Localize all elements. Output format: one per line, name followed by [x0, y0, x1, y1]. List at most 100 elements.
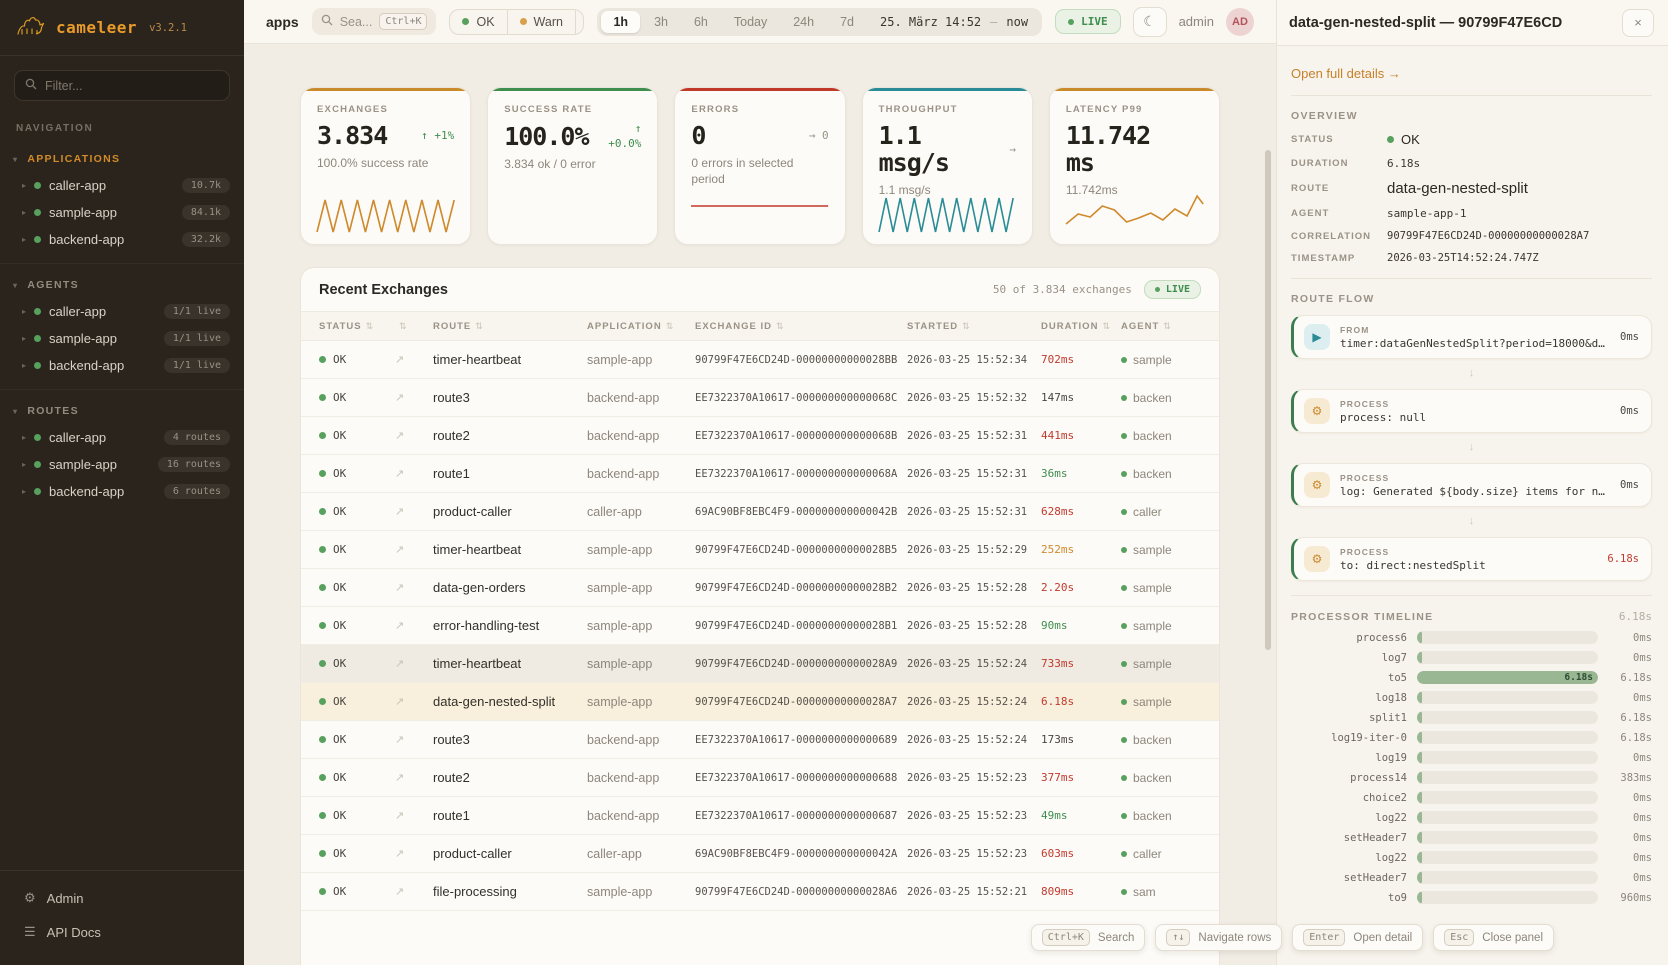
table-row[interactable]: OK ↗ product-caller caller-app 69AC90BF8… [301, 835, 1219, 873]
timeline-track [1417, 691, 1598, 704]
flow-step-kind: FROM [1340, 324, 1370, 335]
flow-step-card[interactable]: ⚙ PROCESS log: Generated ${body.size} it… [1291, 463, 1652, 507]
open-full-details-link[interactable]: Open full details → [1291, 66, 1401, 81]
timeline-track [1417, 751, 1598, 764]
status-filter-button[interactable]: E [576, 10, 584, 34]
time-range-button[interactable]: Today [733, 14, 768, 29]
table-row[interactable]: OK ↗ route1 backend-app EE7322370A10617-… [301, 455, 1219, 493]
duration-cell: 90ms [1041, 619, 1068, 632]
col-status[interactable]: STATUS ⇅ [319, 320, 375, 332]
sidebar-item-application[interactable]: ▸ backend-app 32.2k [0, 226, 244, 253]
time-range-button[interactable]: 6h [693, 14, 708, 29]
sidebar-item-admin[interactable]: ⚙ Admin [0, 881, 244, 915]
sort-icon: ⇅ [365, 320, 375, 331]
section-header-routes[interactable]: ▾ ROUTES [0, 398, 244, 424]
table-row[interactable]: OK ↗ route3 backend-app EE7322370A10617-… [301, 721, 1219, 759]
open-link-icon[interactable]: ↗ [395, 734, 405, 746]
sidebar-item-application[interactable]: ▸ sample-app 84.1k [0, 199, 244, 226]
agent-dot [1121, 470, 1127, 477]
nav-section-routes: ▾ ROUTES ▸ caller-app 4 routes ▸ sample-… [0, 390, 244, 515]
sidebar-item-agent[interactable]: ▸ backend-app 1/1 live [0, 352, 244, 379]
agent-cell: backen [1121, 733, 1201, 747]
col-exchange-id[interactable]: EXCHANGE ID ⇅ [695, 320, 785, 332]
gear-icon: ⚙ [24, 890, 36, 905]
section-header-applications[interactable]: ▾ APPLICATIONS [0, 146, 244, 172]
route-cell: timer-heartbeat [433, 542, 522, 557]
col-route[interactable]: ROUTE ⇅ [433, 320, 484, 332]
status-cell: OK [319, 619, 389, 632]
ok-dot [319, 736, 326, 743]
open-link-icon[interactable]: ↗ [395, 620, 405, 632]
open-link-icon[interactable]: ↗ [395, 848, 405, 860]
section-header-agents[interactable]: ▾ AGENTS [0, 272, 244, 298]
sidebar-item-route[interactable]: ▸ caller-app 4 routes [0, 424, 244, 451]
agent-dot [1121, 850, 1127, 857]
table-row[interactable]: OK ↗ timer-heartbeat sample-app 90799F47… [301, 531, 1219, 569]
agent-cell: backen [1121, 429, 1201, 443]
open-link-icon[interactable]: ↗ [395, 506, 405, 518]
application-cell: backend-app [587, 732, 660, 747]
sidebar-item-agent[interactable]: ▸ sample-app 1/1 live [0, 325, 244, 352]
col-agent[interactable]: AGENT ⇅ [1121, 320, 1172, 332]
table-row[interactable]: OK ↗ data-gen-orders sample-app 90799F47… [301, 569, 1219, 607]
col-duration[interactable]: DURATION ⇅ [1041, 320, 1111, 332]
col-application[interactable]: APPLICATION ⇅ [587, 320, 675, 332]
sidebar-filter-input[interactable]: Filter... [14, 70, 230, 101]
table-row[interactable]: OK ↗ timer-heartbeat sample-app 90799F47… [301, 645, 1219, 683]
table-row[interactable]: OK ↗ route1 backend-app EE7322370A10617-… [301, 797, 1219, 835]
time-range-button[interactable]: 7d [840, 14, 854, 29]
open-link-icon[interactable]: ↗ [395, 468, 405, 480]
open-link-icon[interactable]: ↗ [395, 886, 405, 898]
live-toggle[interactable]: LIVE [1055, 9, 1121, 34]
live-label: LIVE [1165, 284, 1190, 295]
open-link-icon[interactable]: ↗ [395, 354, 405, 366]
time-range-button[interactable]: 3h [654, 14, 668, 29]
open-link-icon[interactable]: ↗ [395, 696, 405, 708]
table-row[interactable]: OK ↗ file-processing sample-app 90799F47… [301, 873, 1219, 911]
chevron-right-icon: ▸ [22, 334, 27, 343]
sidebar-item-api-docs[interactable]: ☰ API Docs [0, 915, 244, 949]
table-row[interactable]: OK ↗ route3 backend-app EE7322370A10617-… [301, 379, 1219, 417]
status-cell: OK [319, 429, 389, 442]
table-row[interactable]: OK ↗ route2 backend-app EE7322370A10617-… [301, 417, 1219, 455]
sidebar-item-agent[interactable]: ▸ caller-app 1/1 live [0, 298, 244, 325]
avatar[interactable]: AD [1226, 7, 1254, 36]
table-row[interactable]: OK ↗ product-caller caller-app 69AC90BF8… [301, 493, 1219, 531]
flow-step-card[interactable]: ▶ FROM timer:dataGenNestedSplit?period=1… [1291, 315, 1652, 359]
sidebar-item-route[interactable]: ▸ backend-app 6 routes [0, 478, 244, 505]
section-label: AGENTS [27, 279, 79, 291]
search-input[interactable]: Sea... Ctrl+K [311, 8, 437, 35]
open-link-icon[interactable]: ↗ [395, 544, 405, 556]
timeline-row: process14 383ms [1291, 771, 1652, 784]
status-filter-button[interactable]: Warn [508, 9, 576, 34]
col-started[interactable]: STARTED ⇅ [907, 320, 971, 332]
agent-dot [1121, 508, 1127, 515]
time-range-button[interactable]: 24h [793, 14, 815, 29]
processor-name: setHeader7 [1343, 831, 1407, 844]
theme-toggle-button[interactable]: ☾ [1132, 6, 1167, 37]
open-link-icon[interactable]: ↗ [395, 810, 405, 822]
status-filter-button[interactable]: OK [450, 9, 508, 34]
sort-icon: ⇅ [1102, 320, 1111, 331]
open-link-icon[interactable]: ↗ [395, 392, 405, 404]
timeline-row: to5 6.18s 6.18s [1291, 671, 1652, 684]
open-link-icon[interactable]: ↗ [395, 772, 405, 784]
sidebar-item-application[interactable]: ▸ caller-app 10.7k [0, 172, 244, 199]
flow-step-card[interactable]: ⚙ PROCESS process: null 0ms [1291, 389, 1652, 433]
table-row[interactable]: OK ↗ error-handling-test sample-app 9079… [301, 607, 1219, 645]
table-row[interactable]: OK ↗ route2 backend-app EE7322370A10617-… [301, 759, 1219, 797]
sidebar-item-route[interactable]: ▸ sample-app 16 routes [0, 451, 244, 478]
open-link-icon[interactable]: ↗ [395, 430, 405, 442]
flow-step-card[interactable]: ⚙ PROCESS to: direct:nestedSplit 6.18s [1291, 537, 1652, 581]
table-row[interactable]: OK ↗ timer-heartbeat sample-app 90799F47… [301, 341, 1219, 379]
application-cell: backend-app [587, 466, 660, 481]
time-range-button[interactable]: 1h [601, 10, 641, 33]
table-row[interactable]: OK ↗ data-gen-nested-split sample-app 90… [301, 683, 1219, 721]
close-button[interactable]: × [1622, 8, 1654, 37]
open-link-icon[interactable]: ↗ [395, 658, 405, 670]
sidebar-footer: ⚙ Admin ☰ API Docs [0, 870, 244, 965]
open-link-icon[interactable]: ↗ [395, 582, 405, 594]
date-range-picker[interactable]: 25. März 14:52 — now [880, 15, 1028, 29]
main-scrollbar[interactable] [1265, 150, 1271, 650]
timeline-bar [1417, 711, 1422, 724]
